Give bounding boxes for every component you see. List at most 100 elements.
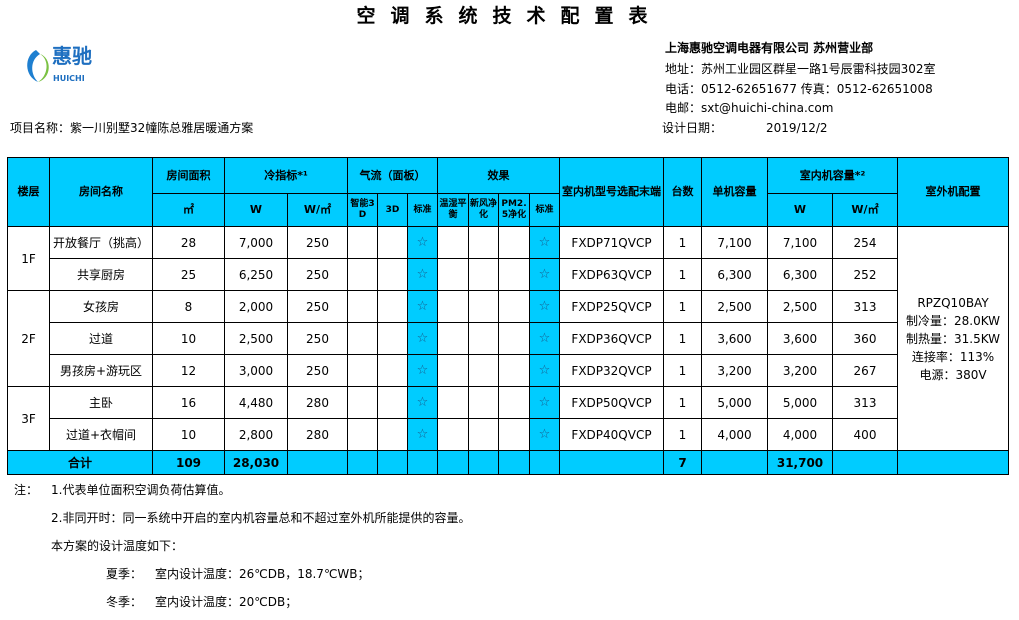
total-w: 28,030 bbox=[224, 450, 288, 475]
header-cap-w: W bbox=[767, 193, 833, 227]
effect-standard-star: ☆ bbox=[529, 418, 560, 451]
total-empty bbox=[347, 450, 378, 475]
table-row: 1F 开放餐厅（挑高） 28 7,000 250 ☆ ☆ FXDP71QVCP 1 7,100 7,… bbox=[7, 226, 1009, 451]
unit-qty: 1 bbox=[663, 226, 702, 259]
indoor-model: FXDP50QVCP bbox=[559, 386, 664, 419]
logo-text: 惠驰 bbox=[52, 44, 92, 68]
table-row: 男孩房+游玩区 12 3,000 250 ☆ ☆ FXDP32QVCP 1 3,200 3,200… bbox=[8, 354, 1009, 387]
cooling-w: 2,800 bbox=[224, 418, 288, 451]
outdoor-line: 制冷量：28.0KW bbox=[905, 313, 1001, 328]
airflow-standard-star: ☆ bbox=[407, 418, 438, 451]
pm25-cell bbox=[498, 386, 530, 419]
header-qty: 台数 bbox=[663, 157, 702, 227]
room-name: 共享厨房 bbox=[49, 258, 153, 291]
airflow-standard-star: ☆ bbox=[407, 290, 438, 323]
unit-capacity: 4,000 bbox=[701, 418, 768, 451]
room-name: 过道+衣帽间 bbox=[49, 418, 153, 451]
indoor-capacity-wm2: 313 bbox=[832, 290, 898, 323]
header-humid: 温湿平衡 bbox=[437, 193, 469, 227]
winter-temp: 室内设计温度：20℃DB； bbox=[155, 595, 298, 609]
cooling-w: 6,250 bbox=[224, 258, 288, 291]
total-empty bbox=[701, 450, 768, 475]
room-area: 10 bbox=[152, 418, 225, 451]
header-fresh: 新风净化 bbox=[468, 193, 499, 227]
pm25-cell bbox=[498, 290, 530, 323]
indoor-model: FXDP36QVCP bbox=[559, 322, 664, 355]
room-area: 12 bbox=[152, 354, 225, 387]
company-phone: 电话：0512-62651677 传真：0512-62651008 bbox=[665, 82, 933, 96]
header-3d: 3D bbox=[377, 193, 408, 227]
header-std1: 标准 bbox=[407, 193, 438, 227]
unit-capacity: 7,100 bbox=[701, 226, 768, 259]
header-w: W bbox=[224, 193, 288, 227]
room-name: 男孩房+游玩区 bbox=[49, 354, 153, 387]
3d-cell bbox=[377, 290, 408, 323]
unit-capacity: 6,300 bbox=[701, 258, 768, 291]
smart3d-cell bbox=[347, 322, 378, 355]
pm25-cell bbox=[498, 322, 530, 355]
cooling-w: 7,000 bbox=[224, 226, 288, 259]
unit-qty: 1 bbox=[663, 386, 702, 419]
indoor-capacity-w: 3,200 bbox=[767, 354, 833, 387]
total-empty bbox=[897, 450, 1009, 475]
indoor-capacity-wm2: 252 bbox=[832, 258, 898, 291]
smart3d-cell bbox=[347, 226, 378, 259]
header-model: 室内机型号选配末端 bbox=[559, 157, 664, 227]
header-cooling: 冷指标*¹ bbox=[224, 157, 348, 194]
total-empty bbox=[498, 450, 530, 475]
floor-cell: 1F bbox=[7, 226, 50, 291]
indoor-capacity-wm2: 267 bbox=[832, 354, 898, 387]
room-name: 开放餐厅（挑高） bbox=[49, 226, 153, 259]
room-area: 28 bbox=[152, 226, 225, 259]
effect-standard-star: ☆ bbox=[529, 354, 560, 387]
humid-cell bbox=[437, 354, 469, 387]
cooling-wm2: 280 bbox=[287, 386, 348, 419]
fresh-cell bbox=[468, 290, 499, 323]
total-label: 合计 bbox=[7, 450, 153, 475]
header-effect: 效果 bbox=[437, 157, 560, 194]
indoor-capacity-wm2: 313 bbox=[832, 386, 898, 419]
cooling-w: 2,000 bbox=[224, 290, 288, 323]
fresh-cell bbox=[468, 418, 499, 451]
indoor-capacity-w: 6,300 bbox=[767, 258, 833, 291]
header-area-unit: ㎡ bbox=[152, 193, 225, 227]
cooling-w: 3,000 bbox=[224, 354, 288, 387]
total-capacity: 31,700 bbox=[767, 450, 833, 475]
smart3d-cell bbox=[347, 386, 378, 419]
indoor-capacity-wm2: 254 bbox=[832, 226, 898, 259]
3d-cell bbox=[377, 354, 408, 387]
logo-text-en: HUICHI bbox=[53, 74, 85, 83]
airflow-standard-star: ☆ bbox=[407, 226, 438, 259]
unit-qty: 1 bbox=[663, 322, 702, 355]
room-area: 8 bbox=[152, 290, 225, 323]
indoor-model: FXDP40QVCP bbox=[559, 418, 664, 451]
humid-cell bbox=[437, 418, 469, 451]
pm25-cell bbox=[498, 226, 530, 259]
indoor-capacity-wm2: 400 bbox=[832, 418, 898, 451]
unit-qty: 1 bbox=[663, 418, 702, 451]
indoor-capacity-w: 3,600 bbox=[767, 322, 833, 355]
3d-cell bbox=[377, 258, 408, 291]
indoor-model: FXDP71QVCP bbox=[559, 226, 664, 259]
unit-qty: 1 bbox=[663, 290, 702, 323]
airflow-standard-star: ☆ bbox=[407, 258, 438, 291]
company-name: 上海惠驰空调电器有限公司 苏州营业部 bbox=[665, 41, 874, 55]
note-3: 本方案的设计温度如下： bbox=[51, 539, 184, 553]
smart3d-cell bbox=[347, 258, 378, 291]
outdoor-line: 连接率：113% bbox=[911, 349, 995, 364]
project-name: 项目名称：紫一川别墅32幢陈总雅居暖通方案 bbox=[10, 121, 254, 135]
humid-cell bbox=[437, 258, 469, 291]
airflow-standard-star: ☆ bbox=[407, 322, 438, 355]
logo-swirl-icon bbox=[27, 50, 49, 82]
total-empty bbox=[468, 450, 499, 475]
indoor-capacity-w: 4,000 bbox=[767, 418, 833, 451]
total-qty: 7 bbox=[663, 450, 702, 475]
total-empty bbox=[559, 450, 664, 475]
total-empty bbox=[437, 450, 469, 475]
unit-capacity: 3,200 bbox=[701, 354, 768, 387]
header-cap-wm2: W/㎡ bbox=[832, 193, 898, 227]
smart3d-cell bbox=[347, 418, 378, 451]
room-name: 主卧 bbox=[49, 386, 153, 419]
indoor-model: FXDP32QVCP bbox=[559, 354, 664, 387]
pm25-cell bbox=[498, 418, 530, 451]
